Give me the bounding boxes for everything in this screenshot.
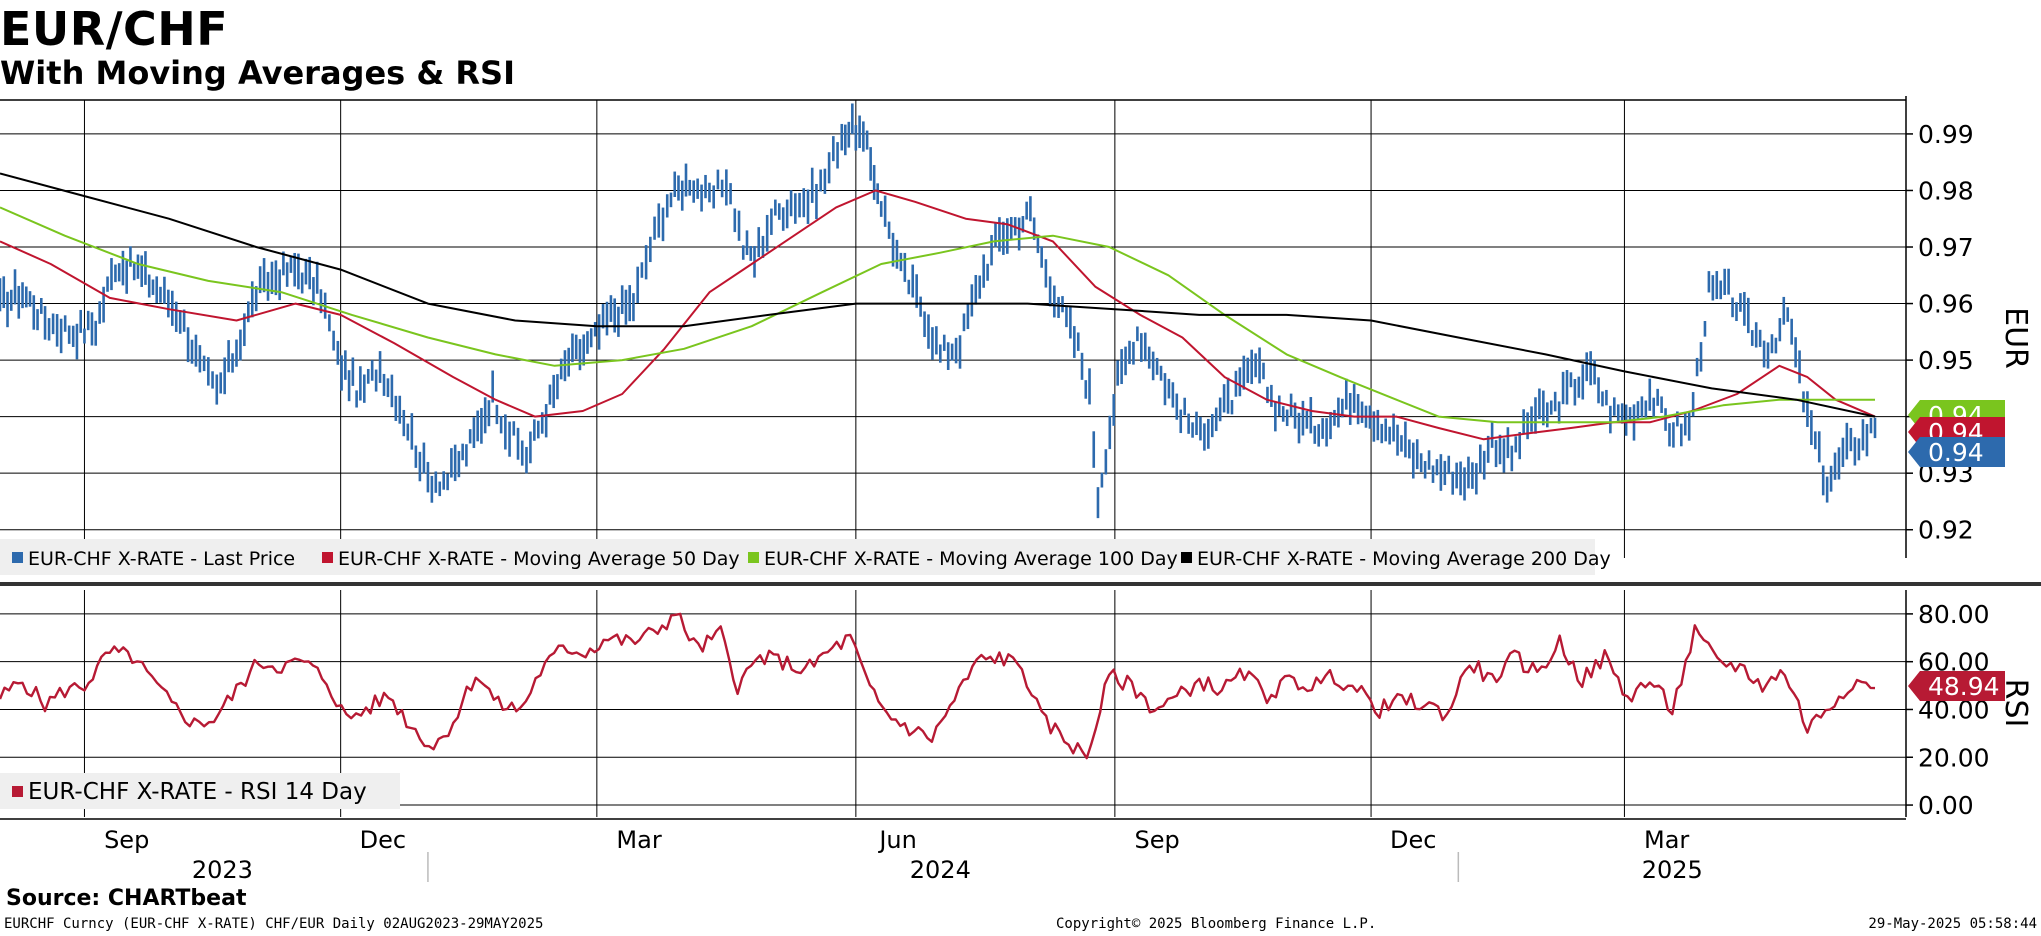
price-tick-label: 0.99 (1918, 120, 1974, 149)
timestamp: 29-May-2025 05:58:44 (1868, 916, 2037, 932)
rsi-tick-label: 0.00 (1918, 791, 1974, 820)
legend-swatch (12, 786, 23, 797)
security-description: EURCHF Curncy (EUR-CHF X-RATE) CHF/EUR D… (4, 916, 544, 932)
price-value-tag-text: 0.94 (1928, 438, 1984, 467)
x-month-label: Mar (616, 826, 661, 854)
chart-title: EUR/CHF (0, 2, 229, 56)
x-month-label: Sep (104, 826, 149, 854)
copyright-notice: Copyright© 2025 Bloomberg Finance L.P. (1056, 916, 1377, 932)
price-tick-label: 0.96 (1918, 290, 1974, 319)
ma200-line (0, 172, 1876, 418)
price-tick-label: 0.95 (1918, 346, 1974, 375)
chart-subtitle: With Moving Averages & RSI (0, 54, 515, 92)
legend-label: EUR-CHF X-RATE - RSI 14 Day (28, 779, 367, 805)
price-tick-label: 0.97 (1918, 233, 1974, 262)
rsi-line (0, 612, 1876, 760)
x-month-label: Dec (1390, 826, 1436, 854)
price-tick-label: 0.92 (1918, 516, 1974, 545)
price-bars-group (0, 103, 1877, 519)
price-legend-bg (0, 539, 1595, 575)
legend-swatch (1181, 552, 1192, 563)
legend-label: EUR-CHF X-RATE - Last Price (28, 548, 295, 570)
rsi-legend-bg (0, 773, 400, 809)
legend-label: EUR-CHF X-RATE - Moving Average 50 Day (338, 548, 740, 570)
ma50-line (0, 189, 1876, 441)
source-label: Source: CHARTbeat (6, 886, 247, 911)
x-month-label: Mar (1644, 826, 1689, 854)
price-axis-label: EUR (1998, 307, 2033, 369)
price-value-tag-shape (1908, 437, 2005, 467)
legend-swatch (748, 552, 759, 563)
price-legend: EUR-CHF X-RATE - Last Price EUR-CHF X-RAT… (0, 539, 1611, 575)
rsi-legend: EUR-CHF X-RATE - RSI 14 Day (0, 773, 400, 809)
ma100-line (0, 206, 1875, 424)
price-value-tag: 0.94 (1908, 437, 2005, 467)
rsi-value-tag: 48.94 (1908, 671, 2005, 701)
x-year-label: 2023 (192, 856, 253, 884)
x-month-label: Jun (877, 826, 917, 854)
x-month-label: Dec (360, 826, 406, 854)
price-tick-label: 0.98 (1918, 176, 1974, 205)
legend-label: EUR-CHF X-RATE - Moving Average 100 Day (764, 548, 1178, 570)
x-year-label: 2025 (1642, 856, 1703, 884)
rsi-tick-label: 20.00 (1918, 743, 1990, 772)
rsi-tick-label: 80.00 (1918, 600, 1990, 629)
legend-label: EUR-CHF X-RATE - Moving Average 200 Day (1197, 548, 1611, 570)
legend-swatch (12, 552, 23, 563)
rsi-value-tag-text: 48.94 (1928, 672, 2000, 701)
x-month-label: Sep (1134, 826, 1179, 854)
rsi-value-tag-shape (1908, 671, 2005, 701)
legend-swatch (322, 552, 333, 563)
x-year-label: 2024 (910, 856, 971, 884)
